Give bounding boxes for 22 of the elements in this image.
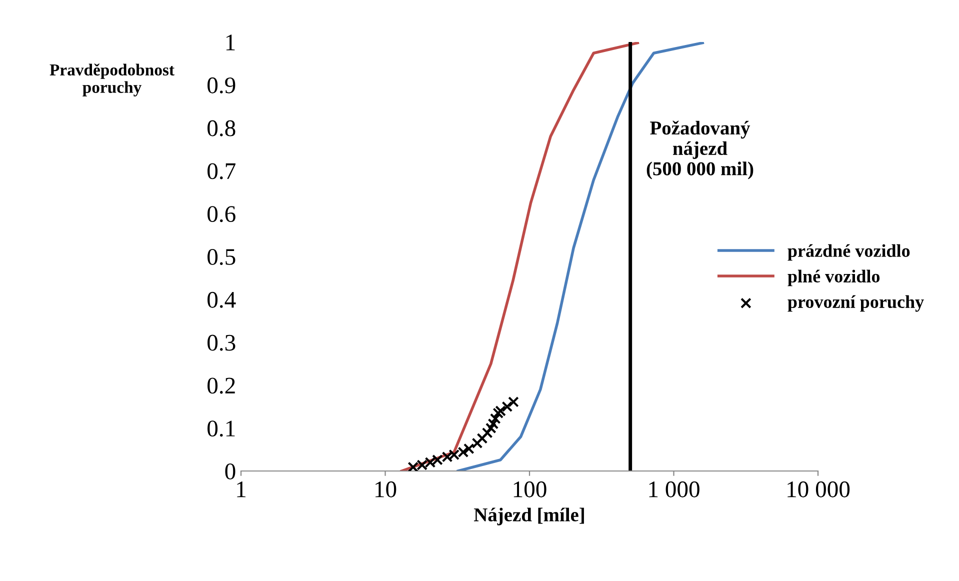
y-tick-label: 0.8 [208,120,236,136]
y-tick-label: 0.9 [208,77,236,94]
y-tick-label: 0 [225,463,236,480]
ref-line-label: Požadovaný nájezd (500 000 mil) [646,120,754,180]
legend-label: prázdné vozidlo [788,244,910,261]
y-tick-label: 0.4 [208,292,236,308]
y-axis-title: Pravděpodobnost poruchy [50,64,174,96]
legend-label: plné vozidlo [788,270,880,286]
y-tick-label: 0.5 [208,248,236,266]
y-tick-label: 0.3 [208,334,236,351]
x-axis-title: Nájezd [míle] [474,508,584,526]
y-tick-label: 0.6 [208,206,236,222]
x-tick-label: 1 000 [649,481,700,498]
y-tick-label: 0.2 [208,378,235,394]
legend-label: provozní poruchy [788,295,924,312]
x-tick-label: 1 [237,482,246,498]
y-tick-label: 0.7 [208,163,236,180]
y-tick-label: 1 [226,34,235,50]
x-tick-label: 10 [376,481,396,498]
y-tick-label: 0.1 [208,420,235,437]
x-tick-label: 100 [514,481,546,498]
x-tick-label: 10 000 [788,481,850,498]
